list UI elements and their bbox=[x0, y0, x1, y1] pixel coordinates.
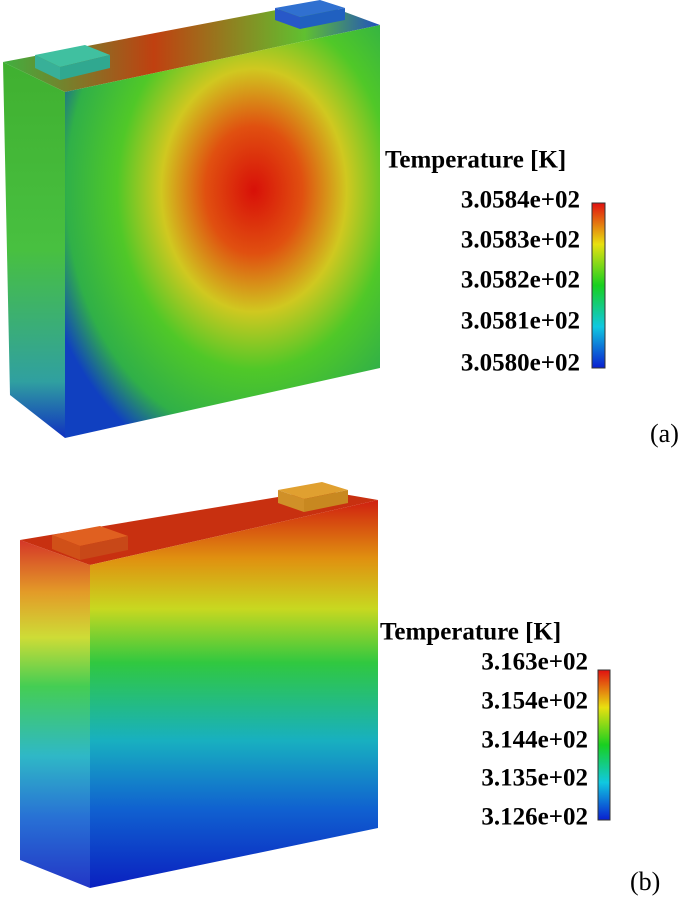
battery-b bbox=[20, 482, 378, 888]
legend-tick: 3.163e+02 bbox=[481, 649, 588, 676]
legend-tick: 3.154e+02 bbox=[481, 688, 588, 715]
legend-title: Temperature [K] bbox=[385, 147, 566, 174]
panel-label: (b) bbox=[630, 867, 660, 896]
battery-a bbox=[3, 0, 380, 438]
legend-tick: 3.0582e+02 bbox=[461, 267, 580, 294]
legend-b: Temperature [K] 3.163e+02 3.154e+02 3.14… bbox=[380, 619, 611, 831]
legend-title: Temperature [K] bbox=[380, 619, 561, 646]
colorbar bbox=[597, 669, 611, 821]
legend-tick: 3.0584e+02 bbox=[461, 187, 580, 214]
colorbar bbox=[591, 202, 606, 369]
legend-tick: 3.0583e+02 bbox=[461, 227, 580, 254]
legend-tick: 3.144e+02 bbox=[481, 727, 588, 754]
panel-label: (a) bbox=[650, 419, 679, 448]
legend-tick: 3.135e+02 bbox=[481, 765, 588, 792]
legend-a: Temperature [K] 3.0584e+02 3.0583e+02 3.… bbox=[385, 147, 606, 377]
legend-tick: 3.0581e+02 bbox=[461, 308, 580, 335]
legend-tick: 3.126e+02 bbox=[481, 804, 588, 831]
legend-tick: 3.0580e+02 bbox=[461, 350, 580, 377]
